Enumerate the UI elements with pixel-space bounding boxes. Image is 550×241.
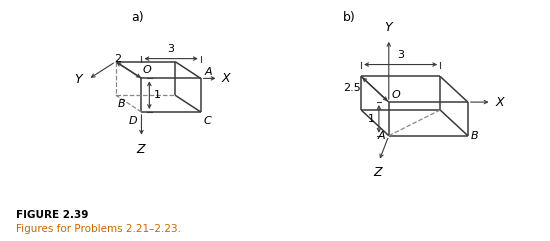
Text: 2: 2	[114, 54, 122, 64]
Text: $O$: $O$	[142, 63, 153, 75]
Text: $C$: $C$	[203, 114, 212, 126]
Text: $Z$: $Z$	[373, 166, 384, 179]
Text: $A$: $A$	[204, 65, 213, 77]
Text: Figures for Problems 2.21–2.23.: Figures for Problems 2.21–2.23.	[16, 224, 182, 234]
Text: 1: 1	[368, 114, 375, 124]
Text: $D$: $D$	[129, 114, 139, 126]
Text: $B$: $B$	[470, 129, 478, 141]
Text: $X$: $X$	[494, 96, 506, 109]
Text: FIGURE 2.39: FIGURE 2.39	[16, 210, 89, 220]
Text: 3: 3	[168, 44, 174, 54]
Text: b): b)	[343, 11, 356, 24]
Text: $O$: $O$	[390, 88, 401, 100]
Text: 2.5: 2.5	[343, 83, 361, 93]
Text: 1: 1	[155, 90, 161, 100]
Text: $A$: $A$	[377, 129, 387, 141]
Text: $B$: $B$	[117, 97, 126, 109]
Text: $X$: $X$	[222, 72, 233, 85]
Text: a): a)	[131, 11, 144, 24]
Text: $Y$: $Y$	[383, 21, 394, 34]
Text: $Y$: $Y$	[74, 73, 84, 86]
Text: $Z$: $Z$	[136, 143, 147, 156]
Text: 3: 3	[397, 50, 404, 60]
